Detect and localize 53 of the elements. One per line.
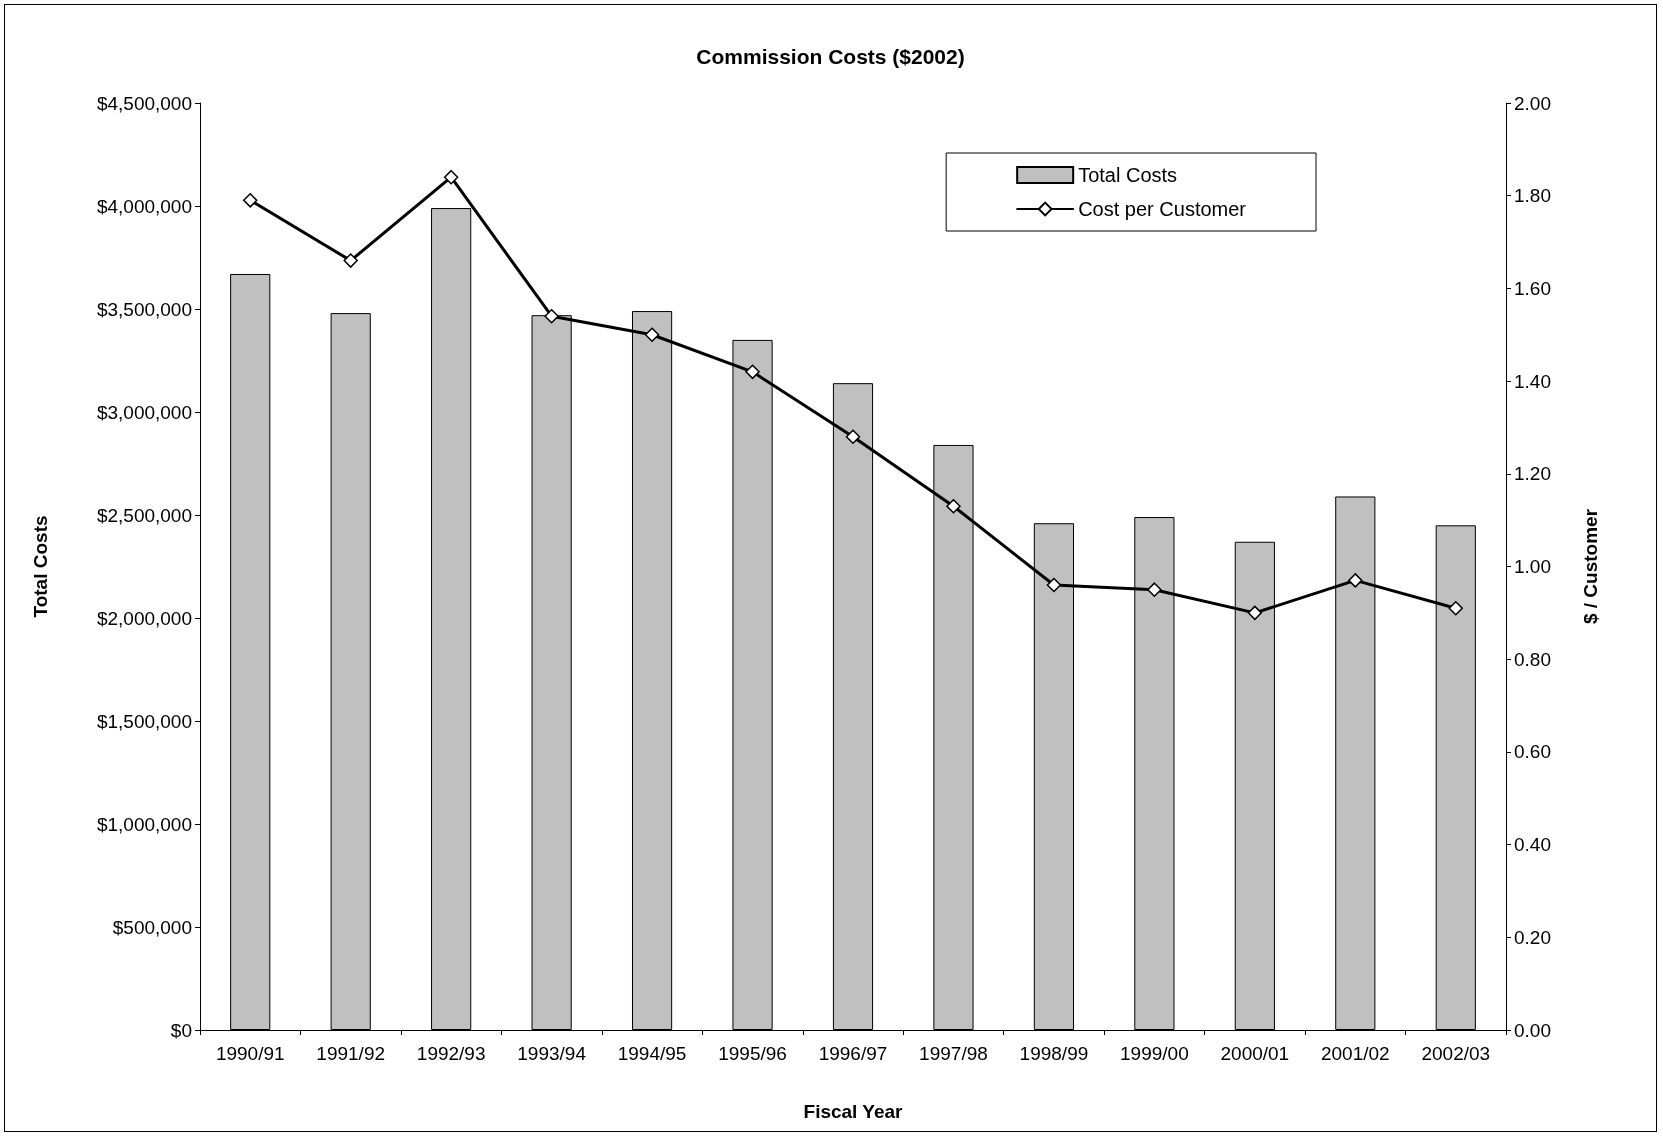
x-axis-title: Fiscal Year xyxy=(803,1101,904,1122)
y-tick-label: $4,000,000 xyxy=(96,195,192,217)
x-tick-label: 1993/94 xyxy=(517,1043,587,1064)
point xyxy=(1247,605,1263,621)
legend-label: Cost per Customer xyxy=(1078,198,1247,220)
x-tick-label: 2001/02 xyxy=(1320,1043,1390,1064)
y2-tick-label: 0.60 xyxy=(1514,741,1551,763)
x-tick-label: 1990/91 xyxy=(215,1043,285,1064)
point xyxy=(1147,582,1162,597)
point xyxy=(845,429,861,444)
point xyxy=(242,193,258,208)
y-tick-label: $1,500,000 xyxy=(96,710,192,732)
y2-tick-label: 0.20 xyxy=(1514,926,1551,948)
point xyxy=(644,327,660,342)
x-tick-label: 2002/03 xyxy=(1421,1043,1491,1064)
y-tick-label: $3,500,000 xyxy=(96,298,192,320)
y-axis-title: Total Costs xyxy=(30,515,51,618)
y2-tick-label: 1.40 xyxy=(1514,370,1551,392)
y2-tick-label: 2.00 xyxy=(1514,92,1551,114)
point xyxy=(1046,577,1062,593)
y2-tick-label: 1.00 xyxy=(1514,556,1551,577)
x-tick-label: 1995/96 xyxy=(718,1043,787,1064)
y-tick-label: $1,000,000 xyxy=(96,813,192,835)
point xyxy=(343,253,358,268)
x-tick-label: 1991/92 xyxy=(316,1043,386,1064)
y2-tick-label: 0.80 xyxy=(1514,648,1551,670)
y2-tick-label: 1.20 xyxy=(1514,463,1551,485)
y-tick-label: $500,000 xyxy=(112,916,192,938)
x-tick-label: 1996/97 xyxy=(818,1043,888,1064)
y-tick-label: $2,000,000 xyxy=(96,607,192,629)
point xyxy=(443,169,459,185)
y-tick-label: $2,500,000 xyxy=(96,504,192,526)
x-tick-label: 1999/00 xyxy=(1120,1043,1189,1064)
point xyxy=(544,308,559,324)
y2-tick-label: 0.40 xyxy=(1514,834,1551,856)
x-tick-label: 2000/01 xyxy=(1220,1043,1290,1064)
y-tick-label: $0 xyxy=(170,1019,192,1041)
y2-axis-title: $ / Customer xyxy=(1580,508,1601,625)
y2-tick-label: 1.80 xyxy=(1514,185,1551,207)
x-tick-label: 1992/93 xyxy=(416,1043,486,1064)
y2-tick-label: 1.60 xyxy=(1514,277,1551,299)
point xyxy=(946,498,961,514)
x-tick-label: 1998/99 xyxy=(1019,1043,1089,1064)
x-tick-label: 1997/98 xyxy=(919,1043,988,1064)
x-tick-label: 1994/95 xyxy=(617,1043,687,1064)
y-tick-label: $4,500,000 xyxy=(96,92,192,114)
y2-tick-label: 0.00 xyxy=(1514,1019,1551,1041)
y-tick-label: $3,000,000 xyxy=(96,401,192,423)
point xyxy=(1348,573,1363,588)
chart-title: Commission Costs ($2002) xyxy=(696,45,965,68)
point xyxy=(745,364,760,380)
legend-label: Total Costs xyxy=(1078,164,1178,186)
point xyxy=(1448,600,1464,616)
